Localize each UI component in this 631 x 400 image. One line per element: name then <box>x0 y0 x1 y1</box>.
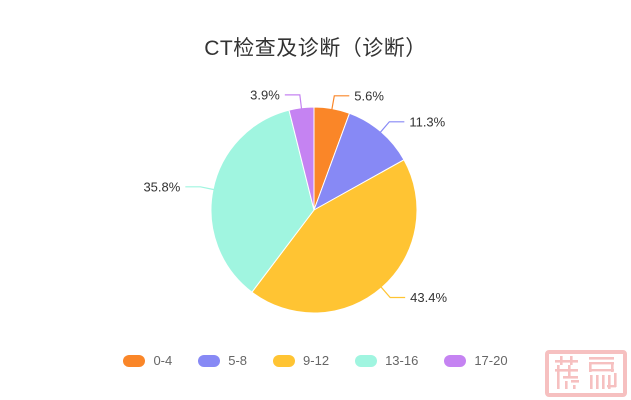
slice-percent-label: 3.9% <box>250 87 280 102</box>
chart-title: CT检查及诊断（诊断） <box>204 37 427 60</box>
legend-item-label: 0-4 <box>153 353 173 368</box>
seal-watermark-icon <box>545 350 627 397</box>
legend-swatch-icon <box>273 354 296 367</box>
legend-swatch-icon <box>444 354 467 367</box>
slice-percent-label: 35.8% <box>143 179 180 194</box>
legend-item-label: 17-20 <box>474 353 508 368</box>
legend-item-13-16[interactable]: 13-16 <box>355 353 418 368</box>
legend-item-9-12[interactable]: 9-12 <box>273 353 329 368</box>
legend-item-label: 9-12 <box>303 353 330 368</box>
legend-item-label: 13-16 <box>385 353 419 368</box>
slice-leader-line <box>185 186 215 191</box>
legend-swatch-icon <box>123 354 146 367</box>
slice-percent-label: 5.6% <box>354 88 384 103</box>
slice-percent-label: 43.4% <box>410 290 447 305</box>
slice-leader-line <box>380 286 406 299</box>
slice-leader-line <box>331 95 350 110</box>
legend-item-17-20[interactable]: 17-20 <box>444 353 508 368</box>
seal-glyphs <box>555 356 617 389</box>
slice-leader-line <box>379 121 405 133</box>
legend-item-label: 5-8 <box>228 353 248 368</box>
legend-swatch-icon <box>198 354 221 367</box>
legend-swatch-icon <box>355 354 378 367</box>
legend: 0-4 5-8 9-12 13-16 17-20 <box>0 353 631 368</box>
legend-item-0-4[interactable]: 0-4 <box>123 353 172 368</box>
legend-item-5-8[interactable]: 5-8 <box>198 353 247 368</box>
slice-leader-line <box>284 94 303 109</box>
slice-percent-label: 11.3% <box>409 114 445 129</box>
